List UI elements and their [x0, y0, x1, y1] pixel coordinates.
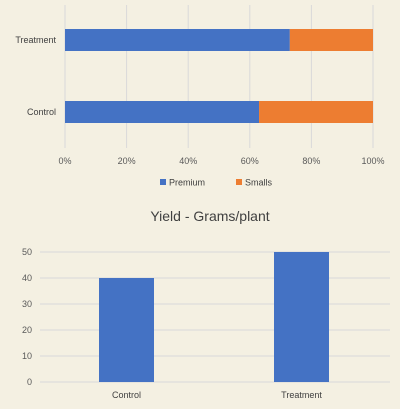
- x-tick-label: 60%: [241, 156, 259, 166]
- y-tick-label: 0: [27, 377, 32, 387]
- stacked-percent-bar-chart: 0% 20% 40% 60% 80% 100% Treatment Control Premiu…: [0, 0, 400, 200]
- y-tick-label: 40: [22, 273, 32, 283]
- y-tick-label: 20: [22, 325, 32, 335]
- category-label: Treatment: [15, 35, 56, 45]
- yield-bar-chart: Yield - Grams/plant 0 10 20 30 40 50 Control Tre…: [0, 200, 400, 409]
- x-tick-label: 40%: [179, 156, 197, 166]
- bar-premium-control: [65, 101, 260, 123]
- bar-premium-treatment: [65, 29, 290, 51]
- legend-swatch-premium: [160, 179, 166, 185]
- y-tick-label: 10: [22, 351, 32, 361]
- y-tick-label: 30: [22, 299, 32, 309]
- chart-title: Yield - Grams/plant: [150, 208, 269, 224]
- bar-control: [99, 278, 154, 382]
- stacked-bar-chart-svg: 0% 20% 40% 60% 80% 100% Treatment Control Premiu…: [15, 5, 385, 188]
- category-label: Control: [27, 107, 56, 117]
- bar-smalls-control: [259, 101, 373, 123]
- x-tick-label: 20%: [118, 156, 136, 166]
- legend-label: Premium: [169, 178, 205, 188]
- yield-bar-chart-svg: Yield - Grams/plant 0 10 20 30 40 50 Control Tre…: [22, 208, 390, 400]
- x-tick-label: 100%: [361, 156, 384, 166]
- legend-swatch-smalls: [236, 179, 242, 185]
- legend-label: Smalls: [245, 178, 273, 188]
- y-tick-label: 50: [22, 247, 32, 257]
- x-tick-label: 0%: [58, 156, 71, 166]
- x-tick-label: 80%: [302, 156, 320, 166]
- bar-treatment: [274, 252, 329, 382]
- bar-smalls-treatment: [289, 29, 373, 51]
- category-label: Control: [112, 390, 141, 400]
- category-label: Treatment: [281, 390, 322, 400]
